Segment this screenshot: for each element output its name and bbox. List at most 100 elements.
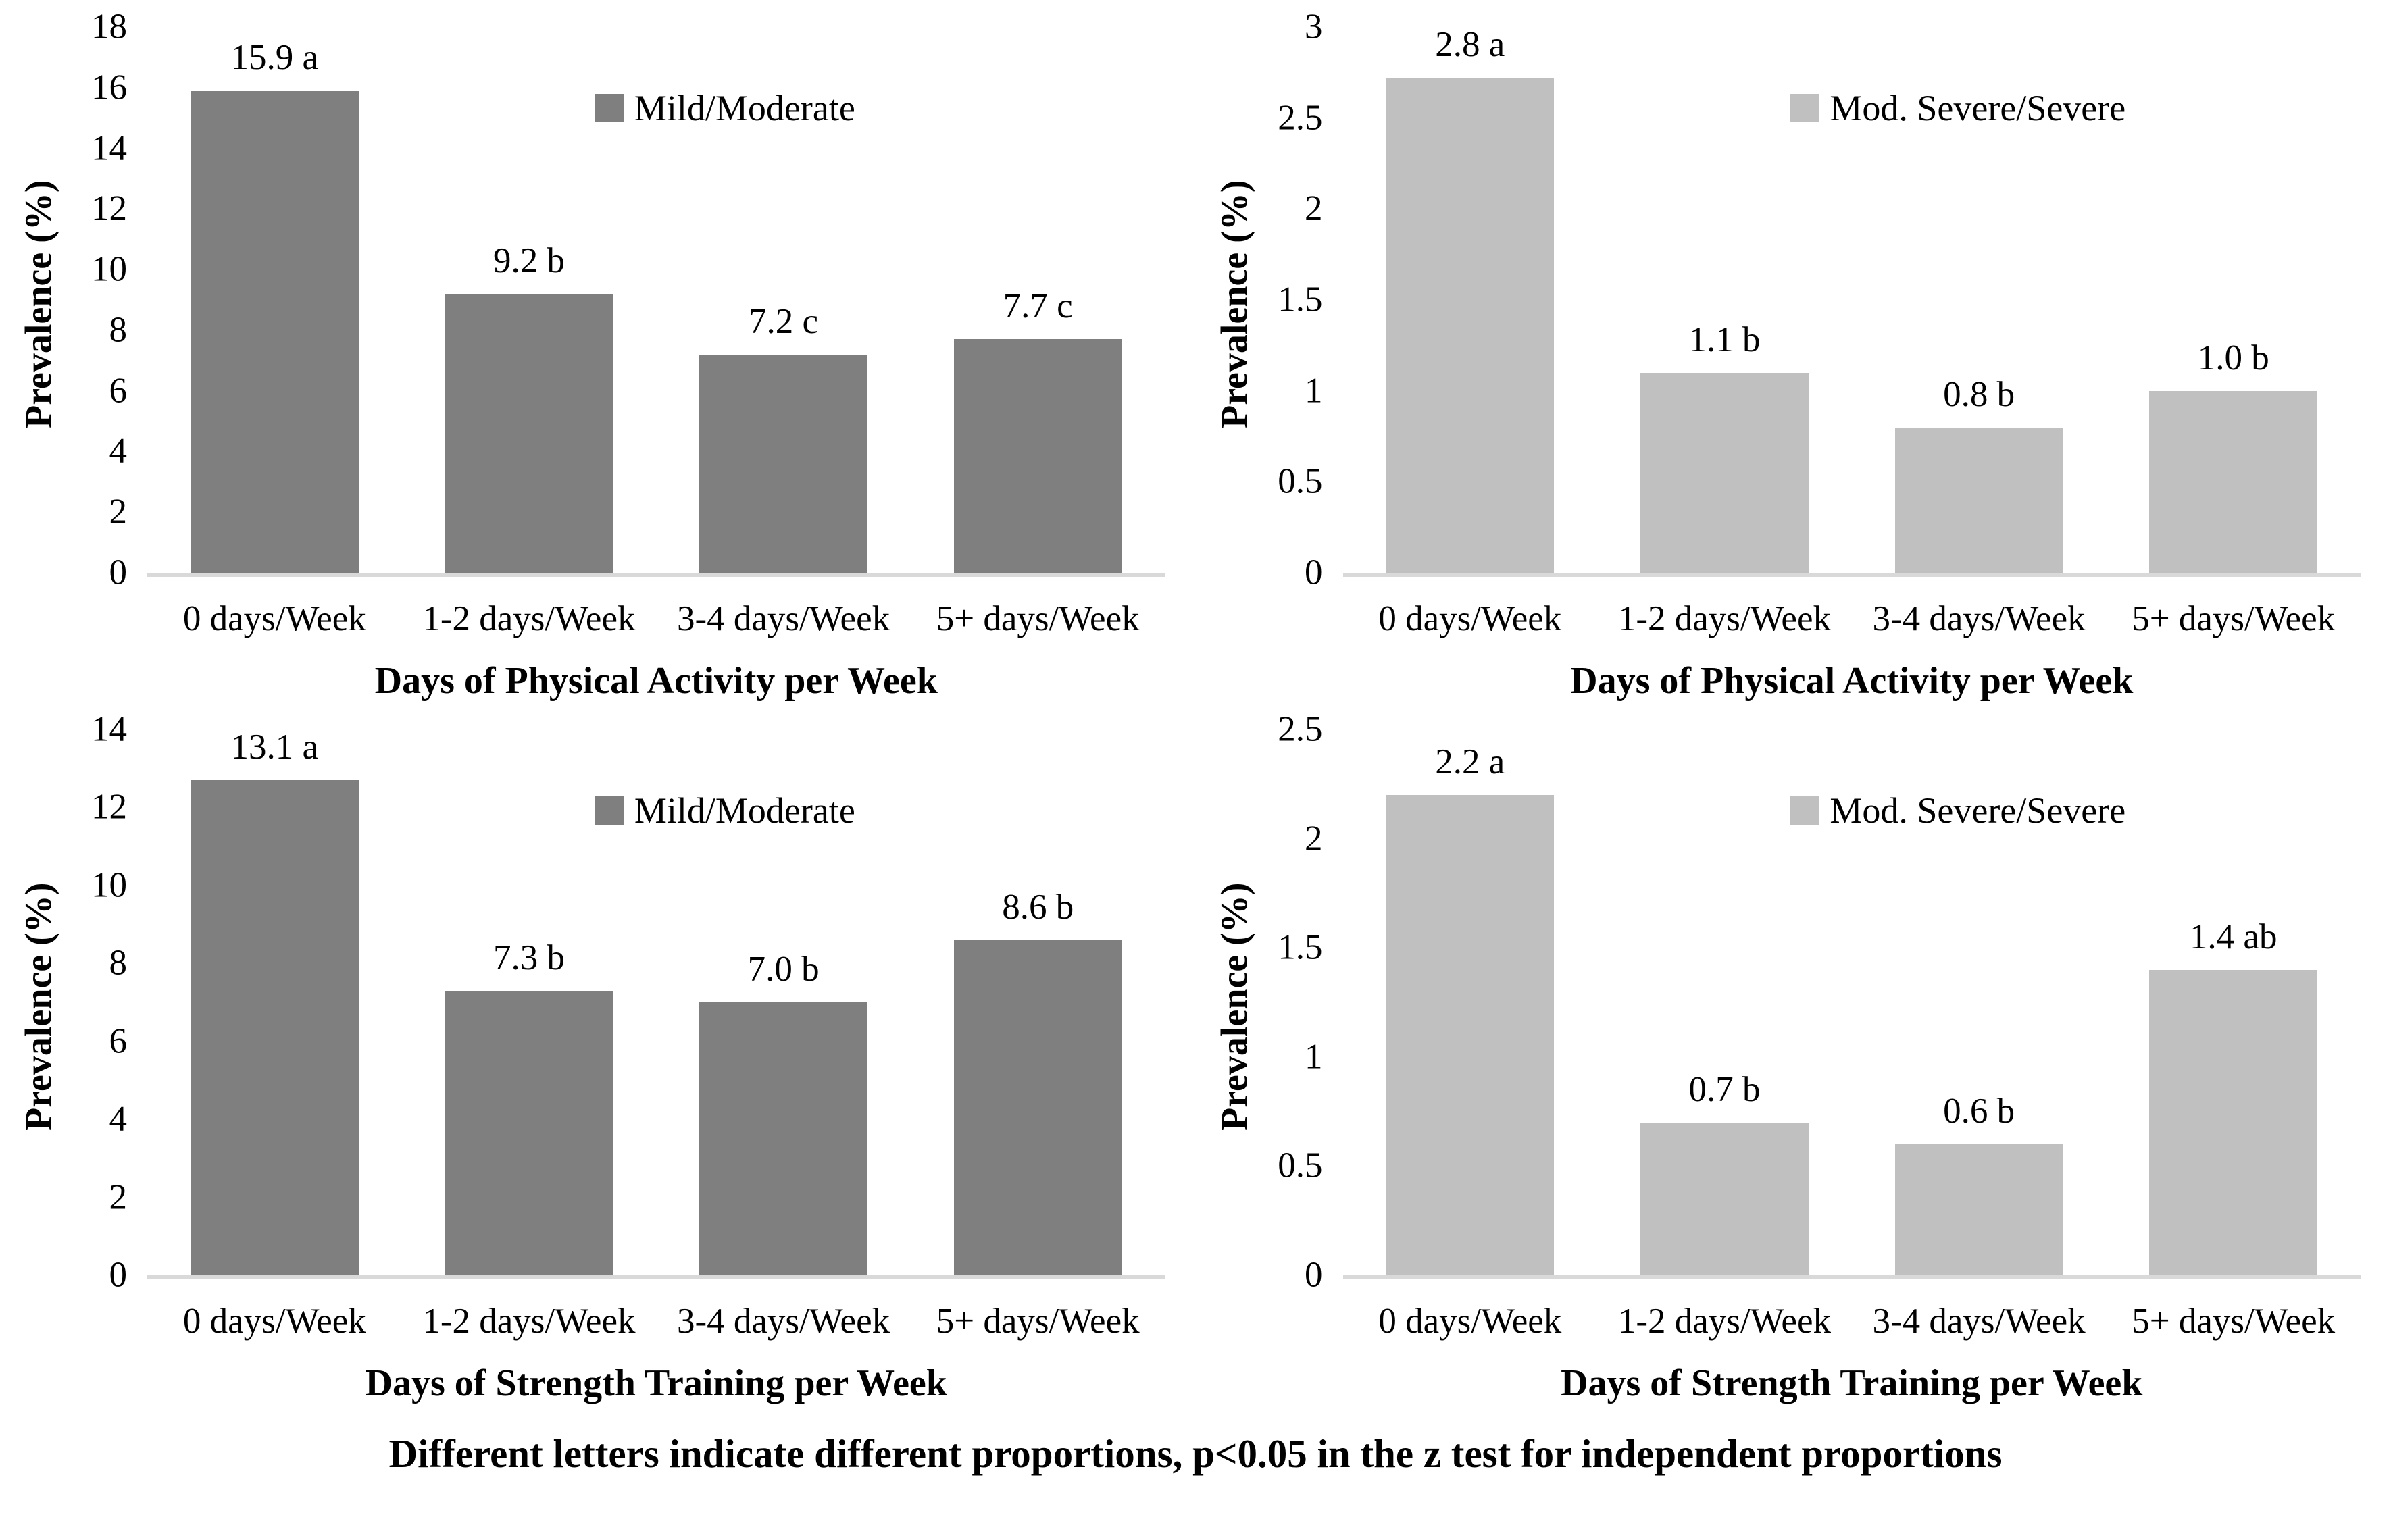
y-tick-label: 0	[109, 553, 128, 592]
legend-swatch-icon	[595, 796, 624, 825]
bar-slot: 8.6 b	[911, 729, 1165, 1275]
plot-area: 0 0.5 1 1.5 2 2.5 3 2.8 a 1.1 b 0.8 b 1.0 b Mod. …	[1278, 9, 2361, 590]
y-axis-title: Prevalence (%)	[18, 882, 60, 1131]
bar	[953, 940, 1122, 1275]
bar-slot: 2.8 a	[1343, 27, 1598, 573]
y-tick-label: 2.5	[1278, 98, 1323, 138]
bar-value-label: 0.6 b	[1943, 1092, 2015, 1131]
plot-area: 0 2 4 6 8 10 12 14 13.1 a 7.3 b 7.0 b 8.6 b Mild/M…	[91, 711, 1165, 1293]
x-category-label: 3-4 days/Week	[1872, 599, 2086, 638]
bar-value-label: 0.8 b	[1943, 374, 2015, 414]
bar-slot: 0.6 b	[1852, 729, 2107, 1275]
y-tick-label: 8	[109, 310, 128, 350]
y-tick-label: 1.5	[1278, 927, 1323, 967]
y-tick-label: 2	[109, 1177, 128, 1217]
x-category-label: 3-4 days/Week	[677, 1302, 890, 1341]
bar-slot: 7.0 b	[656, 729, 911, 1275]
bar	[445, 990, 613, 1275]
legend-swatch-icon	[1790, 796, 1819, 825]
chart-panel-bottom-left-mild-moderate-strength-training: Prevalence (%) 0 2 4 6 8 10 12 14 13.1 a 7.3 b 7.…	[0, 702, 1196, 1405]
x-category-label: 5+ days/Week	[936, 1302, 1140, 1341]
bar	[699, 354, 867, 573]
legend: Mild/Moderate	[595, 790, 855, 831]
bar-value-label: 9.2 b	[493, 241, 565, 281]
legend: Mild/Moderate	[595, 87, 855, 129]
x-category-label: 5+ days/Week	[2132, 1302, 2336, 1341]
bar-value-label: 7.7 c	[1003, 286, 1073, 326]
x-category-label: 0 days/Week	[1378, 1302, 1562, 1341]
bar-slot: 1.4 ab	[2106, 729, 2361, 1275]
y-tick-label: 18	[91, 7, 127, 47]
bar-value-label: 15.9 a	[230, 38, 319, 78]
chart-grid: Prevalence (%) 0 2 4 6 8 10 12 14 16 18 15.9 a 9.2…	[0, 0, 2391, 1405]
y-tick-label: 0.5	[1278, 461, 1323, 501]
bar-series: 15.9 a 9.2 b 7.2 c 7.7 c	[147, 27, 1165, 573]
bar	[191, 91, 359, 573]
footnote: Different letters indicate different pro…	[388, 1431, 2003, 1476]
bar-slot: 0.7 b	[1597, 729, 1852, 1275]
bar-slot: 0.8 b	[1852, 27, 2107, 573]
bar-value-label: 0.7 b	[1688, 1069, 1761, 1109]
bar	[445, 294, 613, 573]
y-tick-label: 4	[109, 1099, 128, 1139]
x-axis-title: Days of Physical Activity per Week	[374, 660, 938, 702]
bar	[1894, 1144, 2063, 1275]
y-tick-label: 2	[1305, 819, 1323, 858]
legend-swatch-icon	[1790, 93, 1819, 122]
y-tick-label: 12	[91, 188, 127, 228]
y-tick-label: 16	[91, 68, 127, 107]
x-category-label: 1-2 days/Week	[1617, 599, 1831, 638]
x-category-label: 5+ days/Week	[936, 599, 1140, 638]
bar	[1894, 427, 2063, 573]
legend-label: Mod. Severe/Severe	[1830, 87, 2126, 128]
bar-value-label: 7.0 b	[747, 950, 820, 989]
bar-slot: 1.1 b	[1597, 27, 1852, 573]
y-tick-label: 1.5	[1278, 280, 1323, 319]
y-tick-label: 2	[109, 492, 128, 532]
x-axis-title: Days of Strength Training per Week	[365, 1362, 947, 1404]
bar-series: 13.1 a 7.3 b 7.0 b 8.6 b	[147, 729, 1165, 1275]
legend-label: Mild/Moderate	[634, 790, 855, 831]
y-tick-label: 3	[1305, 7, 1323, 47]
bar-series: 2.2 a 0.7 b 0.6 b 1.4 ab	[1343, 729, 2361, 1275]
bar-slot: 7.2 c	[656, 27, 911, 573]
y-tick-label: 14	[91, 128, 127, 168]
x-category-label: 3-4 days/Week	[677, 599, 890, 638]
bar	[2149, 969, 2317, 1275]
plot-area: 0 0.5 1 1.5 2 2.5 2.2 a 0.7 b 0.6 b 1.4 ab Mod. …	[1278, 711, 2361, 1293]
x-category-label: 5+ days/Week	[2132, 599, 2336, 638]
bar	[1386, 794, 1555, 1275]
x-category-label: 1-2 days/Week	[1617, 1302, 1831, 1341]
y-tick-label: 8	[109, 943, 128, 983]
x-category-label: 0 days/Week	[182, 1302, 366, 1341]
x-category-label: 1-2 days/Week	[422, 1302, 636, 1341]
bar	[699, 1002, 867, 1275]
y-tick-label: 0	[109, 1255, 128, 1295]
bar	[1640, 372, 1809, 573]
x-category-label: 1-2 days/Week	[422, 599, 636, 638]
bar-slot: 7.7 c	[911, 27, 1165, 573]
bar-value-label: 7.3 b	[493, 938, 565, 977]
bar-series: 2.8 a 1.1 b 0.8 b 1.0 b	[1343, 27, 2361, 573]
y-tick-label: 0	[1305, 1255, 1323, 1295]
y-tick-label: 14	[91, 709, 127, 749]
y-tick-label: 12	[91, 787, 127, 827]
bar-slot: 9.2 b	[402, 27, 657, 573]
bar-value-label: 2.2 a	[1435, 742, 1505, 781]
y-tick-label: 10	[91, 249, 127, 289]
y-tick-label: 4	[109, 431, 128, 471]
bar	[953, 339, 1122, 573]
x-category-label: 0 days/Week	[182, 599, 366, 638]
x-axis-labels: 0 days/Week 1-2 days/Week 3-4 days/Week 5+ …	[1343, 1279, 2361, 1341]
y-axis-title: Prevalence (%)	[18, 180, 60, 428]
bar	[1386, 78, 1555, 573]
bar	[2149, 390, 2317, 573]
bar-value-label: 8.6 b	[1002, 887, 1074, 927]
bar	[191, 780, 359, 1275]
legend-label: Mild/Moderate	[634, 87, 855, 128]
y-tick-label: 2.5	[1278, 709, 1323, 749]
bar-slot: 15.9 a	[147, 27, 402, 573]
bar	[1640, 1122, 1809, 1275]
